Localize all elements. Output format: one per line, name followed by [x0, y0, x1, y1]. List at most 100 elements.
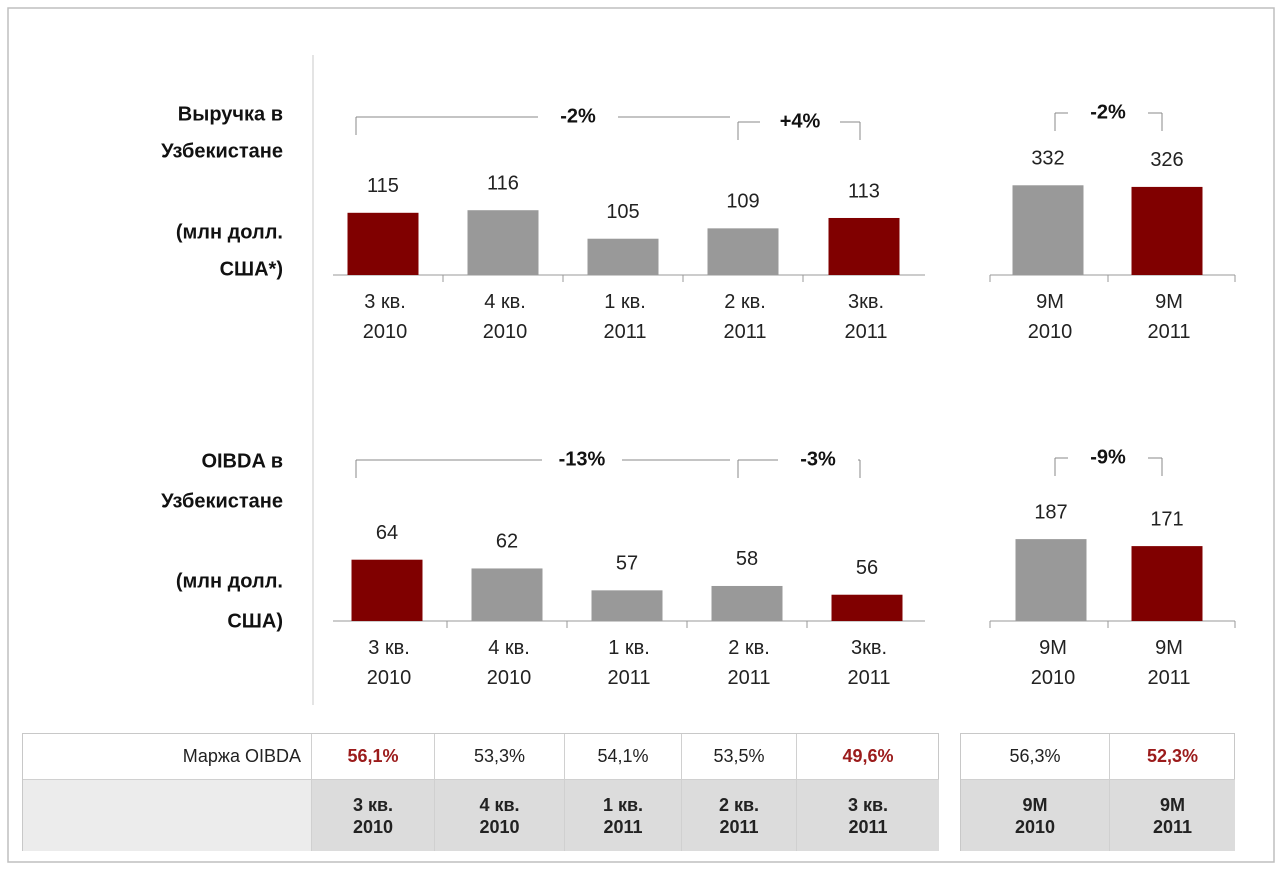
- category-line: 2011: [603, 321, 646, 343]
- period-line: 2011: [1152, 816, 1193, 837]
- period-line: 9M: [1159, 794, 1185, 815]
- margin-table: Маржа OIBDA 56,1% 3 кв. 2010 53,3% 4 кв. 2010 5…: [22, 733, 939, 851]
- period-label: 1 кв. 2011: [564, 779, 681, 851]
- category-line: 4 кв.: [488, 637, 530, 659]
- period-line: 2011: [719, 816, 759, 837]
- period-label: 3 кв. 2011: [796, 779, 939, 851]
- bar: [1131, 186, 1203, 275]
- category-label: 3кв. 2011: [844, 291, 887, 343]
- category-line: 2010: [363, 321, 408, 343]
- category-line: 3 кв.: [364, 291, 406, 313]
- category-line: 3 кв.: [368, 637, 410, 659]
- change-annotation: -2%: [560, 105, 596, 127]
- period-line: 2010: [479, 816, 520, 837]
- category-label: 9M 2010: [1028, 291, 1073, 343]
- category-line: 2011: [723, 321, 766, 343]
- category-line: 3кв.: [851, 637, 887, 659]
- margin-value: 56,3%: [1009, 746, 1061, 766]
- value-label: 105: [606, 201, 639, 223]
- row-label: Узбекистане: [161, 140, 283, 162]
- margin-value: 52,3%: [1109, 734, 1235, 779]
- row-label: (млн долл.: [176, 570, 283, 592]
- change-annotation: -2%: [1090, 101, 1126, 123]
- category-line: 9M: [1155, 291, 1183, 313]
- period-line: 2010: [352, 816, 394, 837]
- bar: [351, 559, 423, 621]
- period-label: 9M 2010: [961, 779, 1109, 851]
- change-annotation: -9%: [1090, 446, 1126, 468]
- category-label: 3 кв. 2010: [367, 637, 412, 689]
- value-label: 58: [736, 548, 758, 570]
- margin-value: 53,5%: [681, 734, 796, 779]
- row-label: США*): [220, 258, 283, 280]
- period-line: 9M: [1022, 794, 1048, 815]
- value-label: 116: [487, 172, 519, 194]
- category-line: 2010: [483, 321, 528, 343]
- category-label: 2 кв. 2011: [727, 637, 770, 689]
- category-label: 1 кв. 2011: [607, 637, 650, 689]
- bar: [707, 228, 779, 275]
- category-label: 4 кв. 2010: [483, 291, 528, 343]
- change-annotation: -13%: [559, 448, 606, 470]
- value-label: 326: [1150, 149, 1183, 171]
- margin-value: 54,1%: [564, 734, 681, 779]
- category-line: 2010: [487, 667, 532, 689]
- margin-value: 49,6%: [796, 734, 939, 779]
- period-line: 2011: [603, 816, 643, 837]
- period-label: 3 кв. 2010: [311, 779, 434, 851]
- category-line: 9M: [1036, 291, 1064, 313]
- category-line: 2010: [367, 667, 412, 689]
- category-line: 2 кв.: [724, 291, 766, 313]
- value-label: 171: [1150, 508, 1183, 530]
- category-label: 9M 2011: [1147, 291, 1190, 343]
- period-line: 3 кв.: [847, 794, 889, 815]
- bar: [711, 585, 783, 621]
- value-label: 115: [367, 175, 399, 197]
- bar: [1015, 539, 1087, 621]
- value-label: 56: [856, 557, 878, 579]
- row-label: Выручка в: [178, 103, 283, 125]
- bar: [471, 568, 543, 621]
- category-label: 2 кв. 2011: [723, 291, 766, 343]
- period-line: 1 кв.: [602, 794, 644, 815]
- category-line: 2011: [844, 321, 887, 343]
- category-line: 2011: [727, 667, 770, 689]
- category-line: 2010: [1031, 667, 1076, 689]
- category-line: 2010: [1028, 321, 1073, 343]
- value-label: 332: [1031, 148, 1064, 170]
- category-label: 3кв. 2011: [847, 637, 890, 689]
- row-label: OIBDA в: [201, 450, 283, 472]
- bar: [831, 594, 903, 621]
- bar: [467, 210, 539, 275]
- category-line: 3кв.: [848, 291, 884, 313]
- category-line: 2 кв.: [728, 637, 770, 659]
- bar: [347, 212, 419, 275]
- category-label: 3 кв. 2010: [363, 291, 408, 343]
- bar: [587, 238, 659, 275]
- value-label: 113: [848, 180, 880, 202]
- frame: [7, 7, 1275, 863]
- category-label: 1 кв. 2011: [603, 291, 646, 343]
- row-label: (млн долл.: [176, 221, 283, 243]
- value-label: 62: [496, 531, 518, 553]
- period-label: 4 кв. 2010: [434, 779, 564, 851]
- category-label: 9M 2011: [1147, 637, 1190, 689]
- change-annotation: -3%: [800, 448, 836, 470]
- category-line: 4 кв.: [484, 291, 526, 313]
- value-label: 64: [376, 522, 398, 544]
- category-label: 4 кв. 2010: [487, 637, 532, 689]
- bar: [1012, 185, 1084, 275]
- period-line: 2010: [1014, 816, 1056, 837]
- period-label: 2 кв. 2011: [681, 779, 796, 851]
- table-blank: [23, 779, 311, 851]
- period-line: 2011: [848, 816, 888, 837]
- period-line: 4 кв.: [479, 794, 520, 815]
- category-line: 2011: [1147, 667, 1190, 689]
- period-line: 3 кв.: [352, 794, 394, 815]
- bar: [828, 217, 900, 275]
- bar: [1131, 546, 1203, 621]
- value-label: 57: [616, 553, 638, 575]
- margin-value: 56,1%: [311, 734, 434, 779]
